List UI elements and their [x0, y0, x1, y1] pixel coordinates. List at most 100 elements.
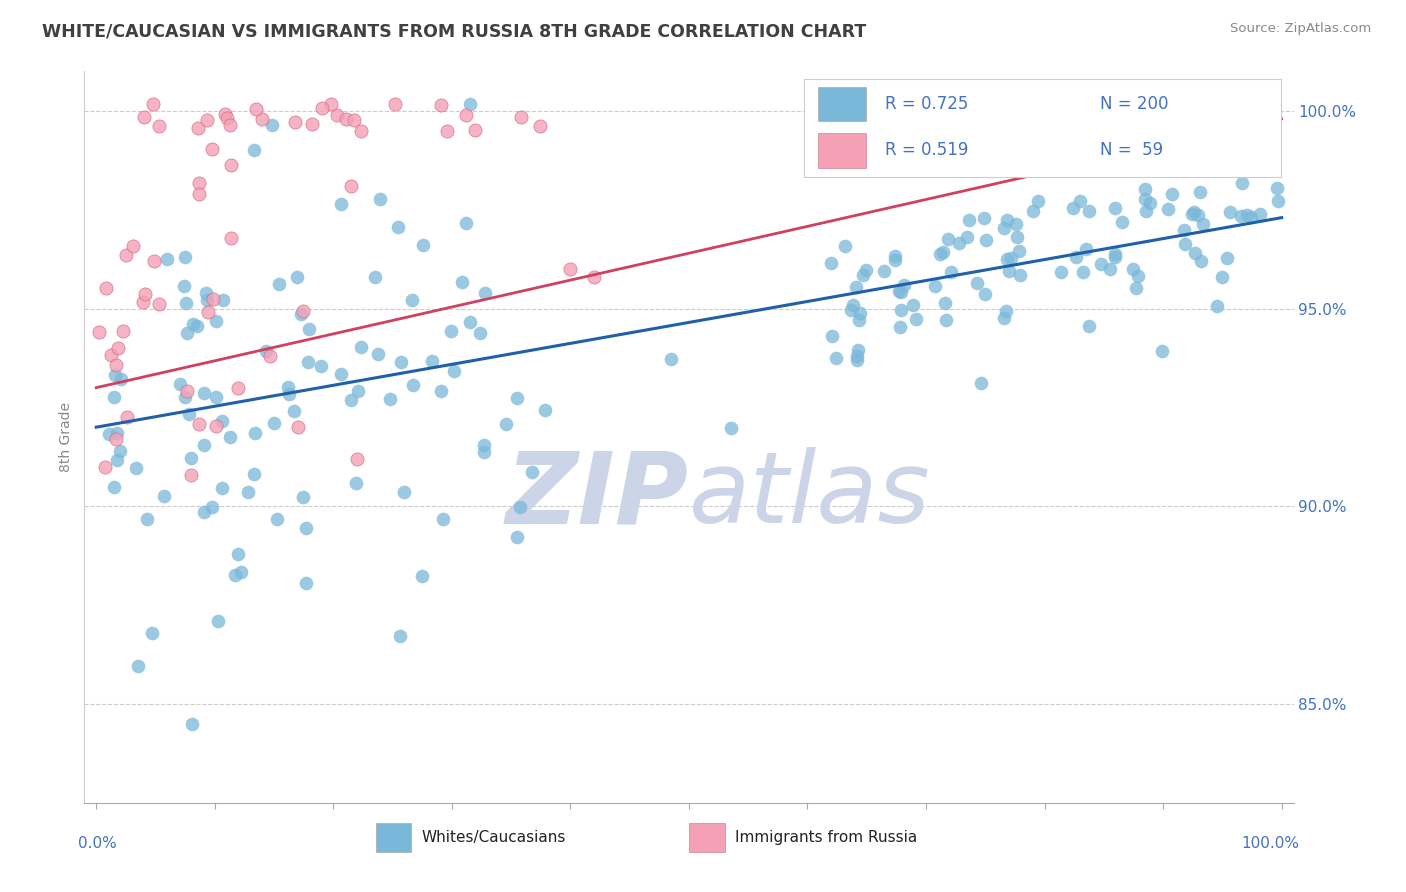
Point — [228, 381, 250, 395]
Point — [176, 326, 198, 341]
Point — [105, 432, 128, 446]
Point — [103, 390, 125, 404]
Point — [136, 512, 159, 526]
Point — [1128, 268, 1150, 283]
Point — [267, 277, 290, 291]
Point — [1099, 262, 1122, 277]
Point — [389, 355, 412, 369]
Point — [1104, 247, 1126, 261]
Point — [174, 296, 197, 310]
Point — [474, 445, 496, 459]
Point — [412, 237, 434, 252]
Point — [583, 269, 606, 284]
Point — [127, 659, 149, 673]
Point — [110, 372, 132, 386]
Point — [217, 112, 239, 126]
Point — [263, 417, 285, 431]
Point — [211, 293, 233, 308]
Point — [392, 485, 415, 500]
Point — [387, 219, 409, 234]
Point — [1105, 158, 1128, 172]
Point — [219, 158, 242, 172]
Point — [1008, 268, 1031, 283]
Point — [188, 186, 211, 201]
Point — [1064, 250, 1087, 264]
Point — [350, 340, 373, 354]
Point — [219, 430, 242, 444]
Point — [1008, 244, 1031, 259]
Point — [901, 298, 924, 312]
Point — [290, 307, 312, 321]
Point — [1192, 217, 1215, 231]
Point — [845, 280, 868, 294]
Point — [931, 244, 953, 259]
Point — [201, 142, 224, 156]
Point — [117, 409, 139, 424]
Point — [1267, 194, 1289, 208]
Point — [934, 295, 956, 310]
Point — [495, 417, 517, 431]
Point — [451, 275, 474, 289]
Point — [292, 490, 315, 504]
Point — [436, 124, 458, 138]
Point — [188, 417, 211, 432]
Point — [974, 287, 997, 301]
Point — [474, 285, 496, 300]
Point — [243, 426, 266, 441]
Point — [380, 392, 402, 406]
Point — [97, 427, 120, 442]
Point — [125, 460, 148, 475]
Text: WHITE/CAUCASIAN VS IMMIGRANTS FROM RUSSIA 8TH GRADE CORRELATION CHART: WHITE/CAUCASIAN VS IMMIGRANTS FROM RUSSI… — [42, 22, 866, 40]
Point — [1049, 265, 1071, 279]
Point — [214, 107, 236, 121]
Point — [1139, 195, 1161, 210]
Point — [226, 547, 249, 561]
Point — [938, 231, 960, 245]
Point — [454, 108, 477, 122]
Point — [720, 421, 742, 435]
Point — [195, 293, 218, 308]
Point — [347, 384, 370, 398]
Point — [1122, 262, 1144, 277]
Text: Source: ZipAtlas.com: Source: ZipAtlas.com — [1230, 22, 1371, 36]
Point — [250, 112, 273, 127]
Point — [454, 217, 477, 231]
Point — [1104, 201, 1126, 215]
Point — [505, 391, 527, 405]
Point — [186, 319, 208, 334]
Point — [115, 248, 138, 262]
Point — [411, 568, 433, 582]
Point — [174, 250, 197, 264]
Point — [1189, 254, 1212, 268]
Point — [402, 378, 425, 392]
Point — [420, 353, 443, 368]
Point — [122, 239, 145, 253]
Text: ZIP: ZIP — [506, 447, 689, 544]
Point — [884, 249, 907, 263]
Point — [350, 124, 373, 138]
Point — [520, 465, 543, 479]
Point — [884, 253, 907, 268]
Point — [1211, 269, 1233, 284]
Point — [309, 359, 332, 373]
Point — [1181, 206, 1204, 220]
Point — [1184, 246, 1206, 260]
Point — [846, 343, 869, 358]
Point — [148, 119, 170, 133]
Point — [173, 279, 195, 293]
Point — [205, 390, 228, 404]
Point — [1216, 251, 1239, 265]
Point — [509, 500, 531, 514]
Point — [1205, 299, 1227, 313]
Point — [368, 193, 391, 207]
Point — [89, 325, 111, 339]
Point — [993, 311, 1015, 326]
Point — [105, 358, 128, 372]
Point — [330, 197, 353, 211]
Point — [846, 353, 869, 368]
Point — [211, 481, 233, 495]
Point — [142, 96, 165, 111]
Point — [180, 467, 202, 482]
Point — [262, 118, 284, 132]
Point — [295, 521, 318, 535]
